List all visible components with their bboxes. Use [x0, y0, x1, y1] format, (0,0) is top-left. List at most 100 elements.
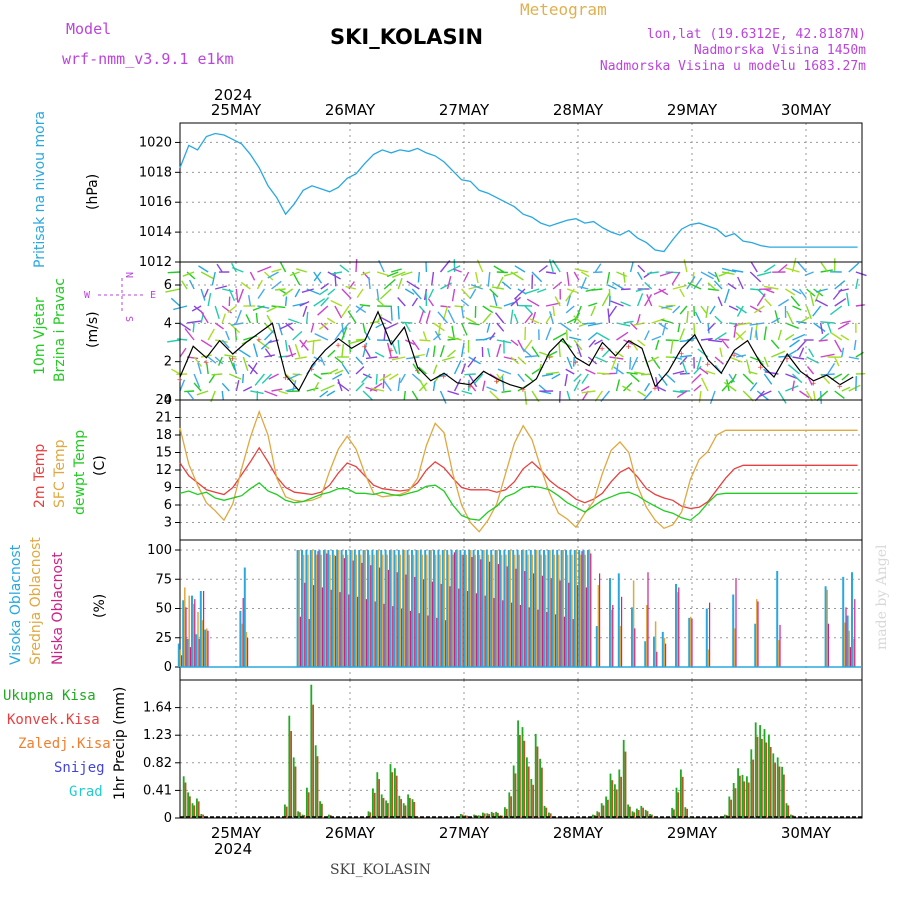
wind-barb	[192, 322, 195, 333]
wind-barb	[268, 373, 279, 380]
precip-bar-total	[385, 800, 387, 818]
precip-bar-total	[376, 772, 379, 818]
wind-barb	[497, 368, 512, 375]
wind-barb	[184, 390, 195, 393]
precip-bar-convective	[501, 815, 504, 818]
wind-barb	[302, 305, 308, 317]
wind-barb	[392, 271, 406, 278]
wind-barb	[418, 305, 426, 314]
wind-barb	[313, 381, 320, 392]
wind-barb	[289, 271, 300, 277]
temp-label-3: dewpt Temp	[72, 430, 88, 515]
precip-bar-convective	[409, 798, 411, 818]
precip-bar-total	[543, 805, 546, 818]
wind-barb	[596, 372, 610, 375]
cloud-label-3: Niska Oblacnost	[50, 552, 66, 665]
wind-barb	[559, 322, 572, 332]
wind-barb	[332, 373, 343, 380]
wind-barb	[510, 339, 519, 347]
precip-bar-total	[530, 779, 533, 818]
wind-barb	[320, 384, 335, 392]
wind-barb	[447, 336, 462, 341]
wind-gust-marker: +	[705, 360, 711, 370]
precip-bar-convective	[527, 766, 530, 818]
precip-bar-total	[407, 794, 409, 818]
precip-bar-convective	[391, 772, 394, 818]
precip-bar-convective	[624, 751, 627, 818]
wind-barb	[792, 288, 802, 295]
precip-bar-total	[609, 773, 612, 818]
wind-barb	[626, 371, 638, 375]
wind-barb	[709, 305, 716, 315]
wind-barb	[198, 265, 209, 273]
precip-bar-total	[297, 811, 299, 818]
precip-bar-convective	[466, 815, 468, 818]
wind-barb	[672, 390, 685, 394]
wind-barb	[356, 288, 364, 298]
wind-barb	[191, 305, 202, 312]
wind-barb	[334, 356, 344, 365]
wind-barb	[615, 363, 619, 375]
wind-barb	[306, 339, 321, 343]
wind-barb	[736, 305, 744, 317]
wind-barb	[573, 356, 575, 367]
wind-barb	[608, 305, 618, 318]
wind-barb	[313, 271, 322, 282]
wind-barb	[707, 271, 717, 278]
precip-bar-total	[398, 795, 401, 818]
wind-barb	[514, 297, 519, 307]
wind-barb	[489, 288, 499, 298]
pressure-line	[179, 132, 858, 253]
wind-barb	[749, 382, 758, 392]
wind-barb	[294, 343, 301, 358]
wind-barb	[524, 305, 534, 315]
wind-barb	[359, 304, 371, 307]
y-tick-label: 21	[155, 411, 172, 426]
wind-barb	[545, 327, 552, 341]
compass-s: S	[123, 316, 134, 322]
wind-gust-marker: +	[203, 358, 209, 368]
wind-barb	[714, 271, 720, 283]
pressure-panel: 1020 1018 1016 1014 1012	[139, 122, 863, 270]
wind-barb	[232, 266, 244, 273]
wind-barb	[538, 384, 547, 392]
precip-bar-convective	[734, 788, 737, 818]
wind-barb	[403, 390, 406, 400]
wind-barb	[841, 320, 851, 324]
precip-bar-total	[772, 753, 775, 818]
wind-barb	[215, 285, 228, 290]
wind-barb	[672, 284, 687, 290]
wind-barb	[235, 380, 240, 392]
wind-barb	[580, 271, 590, 278]
wind-barb	[655, 339, 660, 350]
wind-barb	[365, 386, 378, 392]
precip-bar-convective	[382, 798, 385, 818]
y-tick-label: 1014	[139, 225, 172, 240]
wind-barb	[391, 356, 406, 361]
wind-barb	[848, 262, 860, 273]
precip-bar-convective	[633, 812, 636, 818]
precip-bar-total	[776, 757, 779, 818]
precip-bar-total	[671, 807, 673, 818]
precip-bar-convective	[373, 792, 376, 818]
precip-bar-total	[486, 813, 489, 818]
y-tick-label: 6	[164, 278, 172, 293]
wind-barb	[548, 259, 554, 273]
wind-barb	[221, 313, 226, 324]
wind-barb	[815, 288, 828, 293]
wind-barb	[830, 331, 843, 341]
day-label-top: 29MAY	[667, 101, 718, 119]
precip-bar-total	[618, 769, 621, 818]
precip-bar-convective	[523, 740, 526, 818]
y-tick-label: 2	[164, 355, 172, 370]
wind-barb	[179, 379, 186, 392]
wind-barb	[439, 345, 445, 358]
wind-barb	[203, 288, 209, 298]
wind-barb	[487, 347, 491, 358]
wind-barb	[327, 349, 336, 358]
wind-barb	[855, 271, 867, 277]
wind-barb	[383, 278, 396, 290]
wind-barb	[432, 333, 441, 341]
chart-title: SKI_KOLASIN	[330, 25, 483, 49]
wind-barb	[606, 271, 611, 284]
